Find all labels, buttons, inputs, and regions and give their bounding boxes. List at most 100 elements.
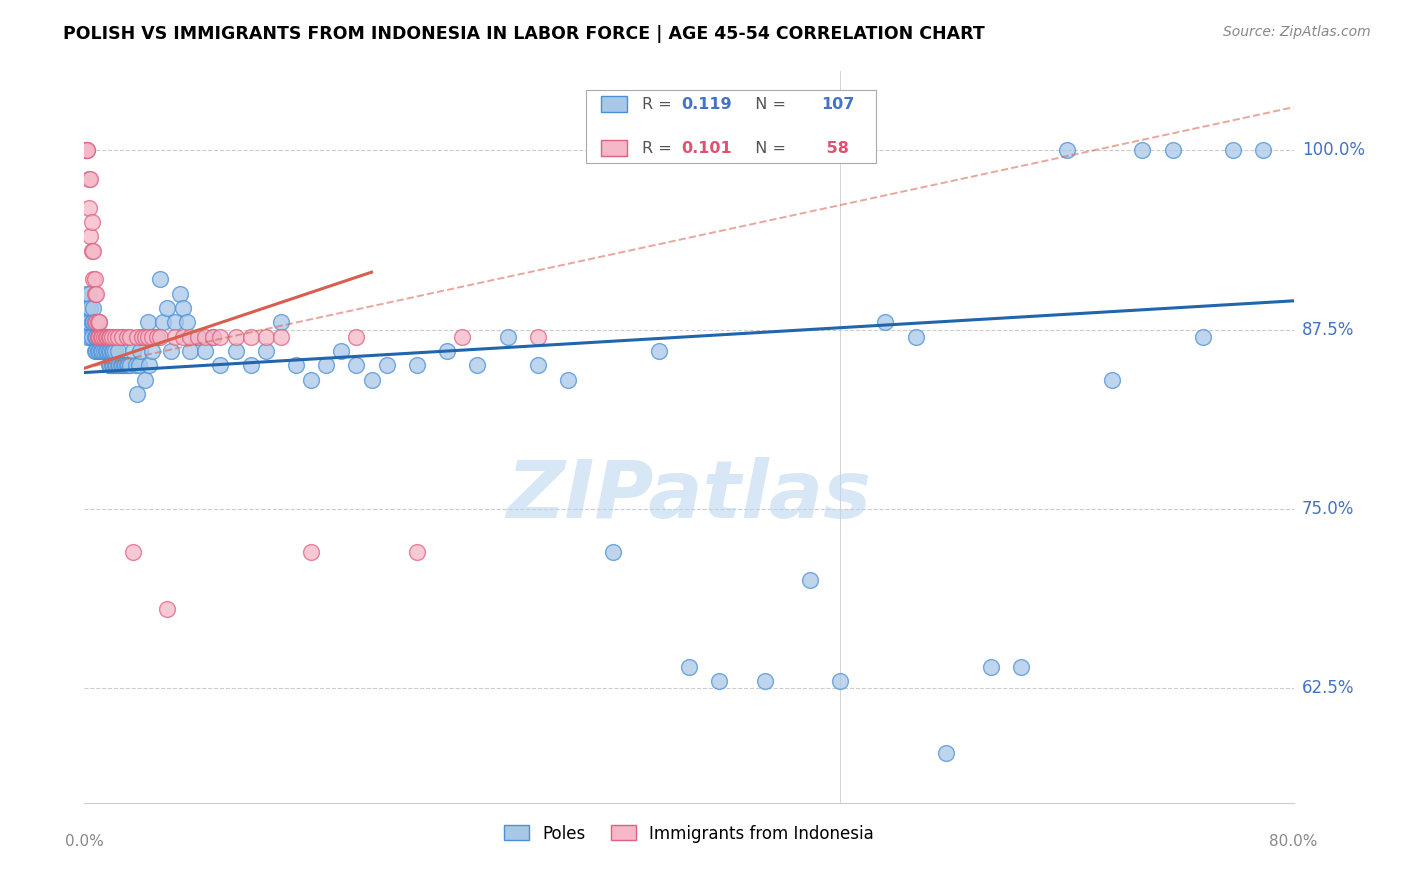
Point (165, 329, 187, 343)
Legend: Poles, Immigrants from Indonesia: Poles, Immigrants from Indonesia (498, 818, 880, 849)
Point (169, 286, 191, 301)
Point (89, 315, 111, 329)
Point (1101, 373, 1123, 387)
Point (709, 673, 731, 688)
Text: 0.0%: 0.0% (65, 834, 104, 849)
Point (89, 329, 111, 343)
Point (194, 344, 217, 359)
Point (77, 201, 100, 215)
Point (93, 329, 115, 343)
Point (141, 344, 163, 359)
Point (77, 315, 100, 329)
Point (436, 344, 458, 359)
Point (118, 329, 141, 343)
Point (201, 329, 224, 343)
Point (254, 329, 277, 343)
Point (89, 315, 111, 329)
Point (115, 329, 138, 343)
Point (101, 359, 124, 373)
Point (98, 344, 121, 359)
Point (406, 359, 429, 373)
Point (100, 359, 122, 373)
Point (285, 359, 308, 373)
Point (138, 359, 160, 373)
Point (149, 272, 172, 286)
Point (467, 359, 489, 373)
Point (93, 329, 115, 343)
Point (346, 329, 368, 343)
Point (754, 673, 776, 688)
Point (94, 329, 117, 343)
Point (270, 315, 292, 329)
Point (114, 359, 136, 373)
Text: N =: N = (745, 141, 790, 156)
Point (107, 344, 129, 359)
Point (97, 359, 120, 373)
Point (93, 344, 115, 359)
Point (96, 329, 118, 343)
Point (96, 329, 118, 343)
Point (149, 329, 172, 343)
Point (136, 329, 159, 343)
Point (602, 545, 624, 559)
Point (935, 746, 957, 760)
Point (209, 329, 232, 343)
Point (648, 344, 671, 359)
Point (209, 359, 232, 373)
Text: R =: R = (641, 141, 676, 156)
Point (104, 329, 127, 343)
Point (100, 329, 122, 343)
Text: 75.0%: 75.0% (1302, 500, 1354, 517)
Text: N =: N = (745, 96, 790, 112)
Point (451, 329, 474, 343)
Point (678, 659, 700, 673)
Point (79, 229, 101, 244)
Point (121, 344, 143, 359)
Point (118, 359, 141, 373)
Point (176, 315, 198, 329)
Point (86, 344, 108, 359)
Point (75, 315, 97, 329)
Point (112, 359, 135, 373)
Point (875, 315, 897, 329)
Point (97, 329, 120, 343)
Point (299, 545, 322, 559)
Point (201, 329, 224, 343)
Point (165, 315, 187, 329)
Point (111, 329, 134, 343)
Point (100, 344, 122, 359)
Point (87, 329, 110, 343)
Point (179, 329, 201, 343)
Point (90, 329, 112, 343)
Point (406, 545, 429, 559)
Point (1253, 143, 1275, 157)
Point (91, 329, 114, 343)
Point (87, 315, 110, 329)
Text: 0.101: 0.101 (682, 141, 733, 156)
Point (117, 359, 139, 373)
Point (82, 272, 104, 286)
Point (299, 373, 322, 387)
Point (82, 244, 104, 258)
Point (84, 272, 107, 286)
Point (346, 359, 368, 373)
Point (131, 329, 153, 343)
Point (111, 359, 134, 373)
Point (96, 344, 118, 359)
Point (87, 329, 110, 343)
Point (187, 329, 209, 343)
Text: 87.5%: 87.5% (1302, 320, 1354, 339)
Point (98, 359, 121, 373)
Point (76, 143, 98, 157)
Point (134, 373, 156, 387)
Point (75, 286, 97, 301)
Point (94, 344, 117, 359)
Point (91, 344, 114, 359)
Point (107, 329, 129, 343)
Point (172, 301, 194, 315)
Point (141, 329, 163, 343)
Point (159, 344, 181, 359)
Point (1130, 143, 1153, 157)
Point (360, 373, 382, 387)
Point (315, 359, 337, 373)
